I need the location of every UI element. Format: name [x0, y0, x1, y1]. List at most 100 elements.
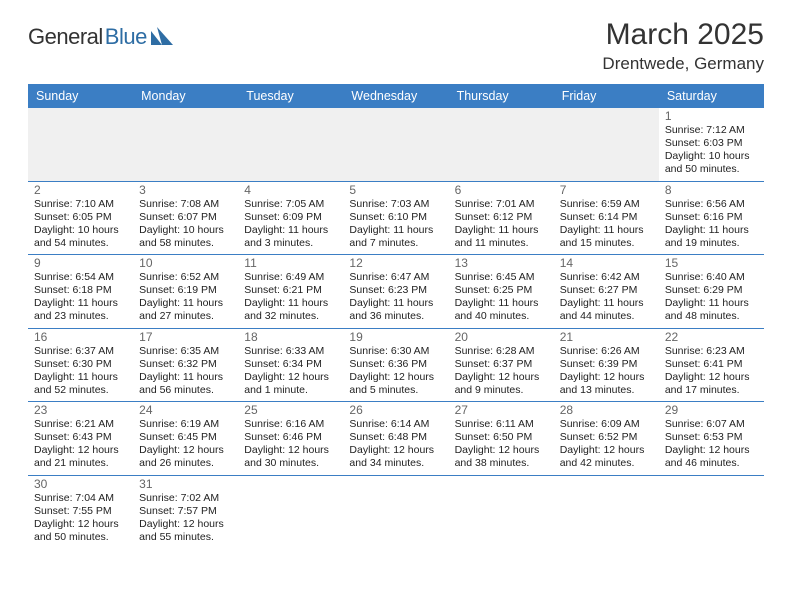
day-number: 22 [665, 330, 758, 345]
title-block: March 2025 Drentwede, Germany [602, 18, 764, 74]
day-number: 7 [560, 183, 653, 198]
sunset-text: Sunset: 6:05 PM [34, 211, 127, 224]
sunset-text: Sunset: 6:52 PM [560, 431, 653, 444]
daylight-text: Daylight: 12 hours and 50 minutes. [34, 518, 127, 544]
calendar-day-cell: 30Sunrise: 7:04 AMSunset: 7:55 PMDayligh… [28, 475, 133, 548]
day-number: 3 [139, 183, 232, 198]
calendar-day-cell: 11Sunrise: 6:49 AMSunset: 6:21 PMDayligh… [238, 255, 343, 329]
calendar-day-cell: 17Sunrise: 6:35 AMSunset: 6:32 PMDayligh… [133, 328, 238, 402]
calendar-day-cell: 19Sunrise: 6:30 AMSunset: 6:36 PMDayligh… [343, 328, 448, 402]
sunrise-text: Sunrise: 6:49 AM [244, 271, 337, 284]
sunset-text: Sunset: 6:27 PM [560, 284, 653, 297]
sunset-text: Sunset: 6:29 PM [665, 284, 758, 297]
day-number: 31 [139, 477, 232, 492]
calendar-day-cell [554, 475, 659, 548]
day-number: 29 [665, 403, 758, 418]
sunset-text: Sunset: 6:34 PM [244, 358, 337, 371]
weekday-header: Wednesday [343, 84, 448, 108]
sunrise-text: Sunrise: 6:56 AM [665, 198, 758, 211]
calendar-day-cell [554, 108, 659, 181]
daylight-text: Daylight: 11 hours and 15 minutes. [560, 224, 653, 250]
day-number: 27 [455, 403, 548, 418]
day-number: 25 [244, 403, 337, 418]
sunrise-text: Sunrise: 6:23 AM [665, 345, 758, 358]
sunrise-text: Sunrise: 6:26 AM [560, 345, 653, 358]
calendar-week-row: 2Sunrise: 7:10 AMSunset: 6:05 PMDaylight… [28, 181, 764, 255]
calendar-day-cell [659, 475, 764, 548]
day-number: 18 [244, 330, 337, 345]
sunset-text: Sunset: 6:45 PM [139, 431, 232, 444]
sunset-text: Sunset: 6:39 PM [560, 358, 653, 371]
sunset-text: Sunset: 6:21 PM [244, 284, 337, 297]
daylight-text: Daylight: 11 hours and 3 minutes. [244, 224, 337, 250]
calendar-day-cell: 1Sunrise: 7:12 AMSunset: 6:03 PMDaylight… [659, 108, 764, 181]
sunset-text: Sunset: 6:03 PM [665, 137, 758, 150]
sunrise-text: Sunrise: 6:11 AM [455, 418, 548, 431]
sunrise-text: Sunrise: 6:54 AM [34, 271, 127, 284]
sunrise-text: Sunrise: 6:42 AM [560, 271, 653, 284]
calendar-day-cell: 22Sunrise: 6:23 AMSunset: 6:41 PMDayligh… [659, 328, 764, 402]
day-number: 21 [560, 330, 653, 345]
sunset-text: Sunset: 6:07 PM [139, 211, 232, 224]
sunrise-text: Sunrise: 6:40 AM [665, 271, 758, 284]
daylight-text: Daylight: 12 hours and 46 minutes. [665, 444, 758, 470]
calendar-day-cell: 16Sunrise: 6:37 AMSunset: 6:30 PMDayligh… [28, 328, 133, 402]
calendar-day-cell: 8Sunrise: 6:56 AMSunset: 6:16 PMDaylight… [659, 181, 764, 255]
calendar-day-cell: 25Sunrise: 6:16 AMSunset: 6:46 PMDayligh… [238, 402, 343, 476]
logo: GeneralBlue [28, 18, 173, 50]
daylight-text: Daylight: 12 hours and 21 minutes. [34, 444, 127, 470]
calendar-day-cell: 14Sunrise: 6:42 AMSunset: 6:27 PMDayligh… [554, 255, 659, 329]
day-number: 5 [349, 183, 442, 198]
daylight-text: Daylight: 10 hours and 54 minutes. [34, 224, 127, 250]
sunrise-text: Sunrise: 7:02 AM [139, 492, 232, 505]
calendar-week-row: 9Sunrise: 6:54 AMSunset: 6:18 PMDaylight… [28, 255, 764, 329]
sunset-text: Sunset: 6:46 PM [244, 431, 337, 444]
calendar-day-cell: 10Sunrise: 6:52 AMSunset: 6:19 PMDayligh… [133, 255, 238, 329]
calendar-day-cell [449, 475, 554, 548]
daylight-text: Daylight: 12 hours and 26 minutes. [139, 444, 232, 470]
sunrise-text: Sunrise: 7:04 AM [34, 492, 127, 505]
day-number: 8 [665, 183, 758, 198]
calendar-week-row: 1Sunrise: 7:12 AMSunset: 6:03 PMDaylight… [28, 108, 764, 181]
daylight-text: Daylight: 12 hours and 9 minutes. [455, 371, 548, 397]
daylight-text: Daylight: 11 hours and 40 minutes. [455, 297, 548, 323]
sunset-text: Sunset: 6:25 PM [455, 284, 548, 297]
weekday-header: Monday [133, 84, 238, 108]
daylight-text: Daylight: 12 hours and 5 minutes. [349, 371, 442, 397]
sunset-text: Sunset: 7:57 PM [139, 505, 232, 518]
day-number: 16 [34, 330, 127, 345]
day-number: 23 [34, 403, 127, 418]
daylight-text: Daylight: 12 hours and 42 minutes. [560, 444, 653, 470]
sunrise-text: Sunrise: 6:07 AM [665, 418, 758, 431]
calendar-day-cell: 24Sunrise: 6:19 AMSunset: 6:45 PMDayligh… [133, 402, 238, 476]
calendar-day-cell: 23Sunrise: 6:21 AMSunset: 6:43 PMDayligh… [28, 402, 133, 476]
calendar-day-cell: 26Sunrise: 6:14 AMSunset: 6:48 PMDayligh… [343, 402, 448, 476]
sunset-text: Sunset: 7:55 PM [34, 505, 127, 518]
daylight-text: Daylight: 11 hours and 7 minutes. [349, 224, 442, 250]
day-number: 26 [349, 403, 442, 418]
daylight-text: Daylight: 11 hours and 11 minutes. [455, 224, 548, 250]
sunrise-text: Sunrise: 7:03 AM [349, 198, 442, 211]
weekday-header: Sunday [28, 84, 133, 108]
day-number: 10 [139, 256, 232, 271]
daylight-text: Daylight: 10 hours and 58 minutes. [139, 224, 232, 250]
weekday-header: Saturday [659, 84, 764, 108]
sunset-text: Sunset: 6:19 PM [139, 284, 232, 297]
day-number: 12 [349, 256, 442, 271]
calendar-day-cell [133, 108, 238, 181]
sunset-text: Sunset: 6:09 PM [244, 211, 337, 224]
daylight-text: Daylight: 11 hours and 32 minutes. [244, 297, 337, 323]
sunset-text: Sunset: 6:23 PM [349, 284, 442, 297]
calendar-day-cell [28, 108, 133, 181]
calendar-day-cell: 28Sunrise: 6:09 AMSunset: 6:52 PMDayligh… [554, 402, 659, 476]
calendar-day-cell [238, 108, 343, 181]
sunset-text: Sunset: 6:48 PM [349, 431, 442, 444]
sunrise-text: Sunrise: 7:12 AM [665, 124, 758, 137]
sunset-text: Sunset: 6:12 PM [455, 211, 548, 224]
calendar-day-cell: 5Sunrise: 7:03 AMSunset: 6:10 PMDaylight… [343, 181, 448, 255]
sunrise-text: Sunrise: 7:08 AM [139, 198, 232, 211]
sunset-text: Sunset: 6:32 PM [139, 358, 232, 371]
logo-text-2: Blue [105, 24, 147, 50]
calendar-page: GeneralBlue March 2025 Drentwede, German… [0, 0, 792, 612]
sunset-text: Sunset: 6:50 PM [455, 431, 548, 444]
